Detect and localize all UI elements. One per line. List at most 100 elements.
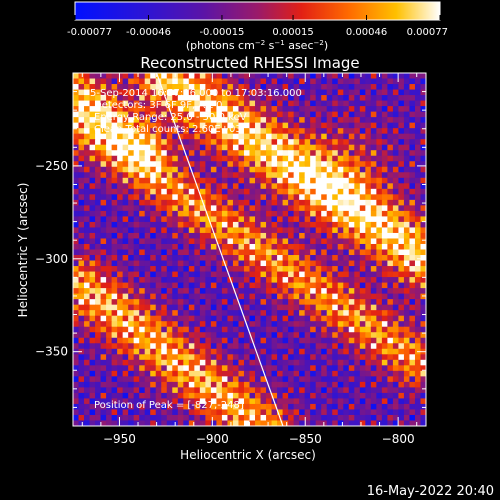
heatmap-cell xyxy=(420,288,426,295)
heatmap-cell xyxy=(128,199,135,206)
heatmap-cell xyxy=(365,183,372,190)
heatmap-cell xyxy=(277,392,283,399)
heatmap-cell xyxy=(420,238,426,245)
heatmap-cell xyxy=(260,166,267,173)
heatmap-cell xyxy=(78,288,85,295)
heatmap-cell xyxy=(343,326,350,333)
heatmap-cell xyxy=(348,315,355,322)
heatmap-cell xyxy=(122,128,129,135)
heatmap-cell xyxy=(188,376,195,383)
heatmap-cell xyxy=(343,266,350,272)
heatmap-cell xyxy=(139,315,146,322)
heatmap-cell xyxy=(359,128,366,135)
heatmap-cell xyxy=(370,183,377,190)
heatmap-cell xyxy=(299,299,306,306)
heatmap-cell xyxy=(216,199,223,206)
heatmap-cell xyxy=(177,73,184,79)
heatmap-cell xyxy=(260,398,267,405)
heatmap-cell xyxy=(288,117,295,124)
heatmap-cell xyxy=(166,205,173,212)
heatmap-cell xyxy=(348,370,355,377)
heatmap-cell xyxy=(321,398,328,405)
heatmap-cell xyxy=(205,348,212,355)
heatmap-cell xyxy=(414,282,421,289)
heatmap-cell xyxy=(332,288,339,295)
heatmap-cell xyxy=(128,243,135,250)
heatmap-cell xyxy=(381,216,388,223)
heatmap-cell xyxy=(409,205,416,212)
heatmap-cell xyxy=(398,194,405,201)
heatmap-cell xyxy=(238,172,245,179)
heatmap-cell xyxy=(100,403,107,410)
heatmap-cell xyxy=(166,232,173,239)
heatmap-cell xyxy=(183,161,190,168)
heatmap-cell xyxy=(243,89,250,96)
heatmap-cell xyxy=(398,73,405,79)
heatmap-cell xyxy=(420,321,426,328)
heatmap-cell xyxy=(365,227,372,234)
heatmap-cell xyxy=(243,95,250,101)
heatmap-cell xyxy=(227,227,234,234)
heatmap-cell xyxy=(310,365,317,372)
heatmap-cell xyxy=(277,161,283,168)
heatmap-cell xyxy=(194,238,201,245)
heatmap-cell xyxy=(255,133,261,140)
heatmap-cell xyxy=(403,144,410,151)
heatmap-cell xyxy=(172,354,179,361)
heatmap-cell xyxy=(139,111,146,118)
heatmap-cell xyxy=(210,238,217,245)
heatmap-cell xyxy=(166,221,173,228)
heatmap-cell xyxy=(293,282,300,289)
heatmap-cell xyxy=(100,221,107,228)
heatmap-cell xyxy=(315,122,322,129)
heatmap-cell xyxy=(392,139,399,146)
heatmap-cell xyxy=(133,111,140,118)
heatmap-cell xyxy=(166,95,173,101)
heatmap-cell xyxy=(177,227,184,234)
heatmap-cell xyxy=(348,155,355,162)
heatmap-cell xyxy=(221,343,228,350)
heatmap-cell xyxy=(78,337,85,344)
heatmap-cell xyxy=(117,266,124,272)
heatmap-cell xyxy=(232,392,239,399)
heatmap-cell xyxy=(304,255,311,261)
heatmap-cell xyxy=(172,95,179,101)
heatmap-cell xyxy=(326,332,333,339)
heatmap-cell xyxy=(216,188,223,195)
heatmap-cell xyxy=(183,260,190,267)
heatmap-cell xyxy=(403,238,410,245)
heatmap-cell xyxy=(166,194,173,201)
heatmap-cell xyxy=(177,183,184,190)
heatmap-cell xyxy=(232,199,239,206)
heatmap-cell xyxy=(194,260,201,267)
heatmap-cell xyxy=(128,414,135,421)
heatmap-cell xyxy=(216,161,223,168)
heatmap-cell xyxy=(133,403,140,410)
heatmap-cell xyxy=(266,420,272,426)
heatmap-cell xyxy=(84,398,90,405)
heatmap-cell xyxy=(205,282,212,289)
heatmap-cell xyxy=(128,194,135,201)
heatmap-cell xyxy=(177,299,184,306)
heatmap-cell xyxy=(255,277,261,283)
heatmap-cell xyxy=(326,238,333,245)
heatmap-cell xyxy=(161,84,168,90)
heatmap-cell xyxy=(359,232,366,239)
heatmap-cell xyxy=(348,359,355,366)
heatmap-cell xyxy=(117,117,124,124)
heatmap-cell xyxy=(304,420,311,426)
heatmap-cell xyxy=(188,326,195,333)
heatmap-cell xyxy=(199,210,206,217)
heatmap-cell xyxy=(117,348,124,355)
heatmap-cell xyxy=(216,249,223,256)
heatmap-cell xyxy=(414,199,421,206)
heatmap-cell xyxy=(387,282,394,289)
heatmap-cell xyxy=(227,343,234,350)
heatmap-cell xyxy=(111,387,118,394)
heatmap-cell xyxy=(232,321,239,328)
heatmap-cell xyxy=(133,398,140,405)
heatmap-cell xyxy=(348,403,355,410)
heatmap-cell xyxy=(293,398,300,405)
heatmap-cell xyxy=(95,332,101,339)
heatmap-cell xyxy=(199,381,206,388)
